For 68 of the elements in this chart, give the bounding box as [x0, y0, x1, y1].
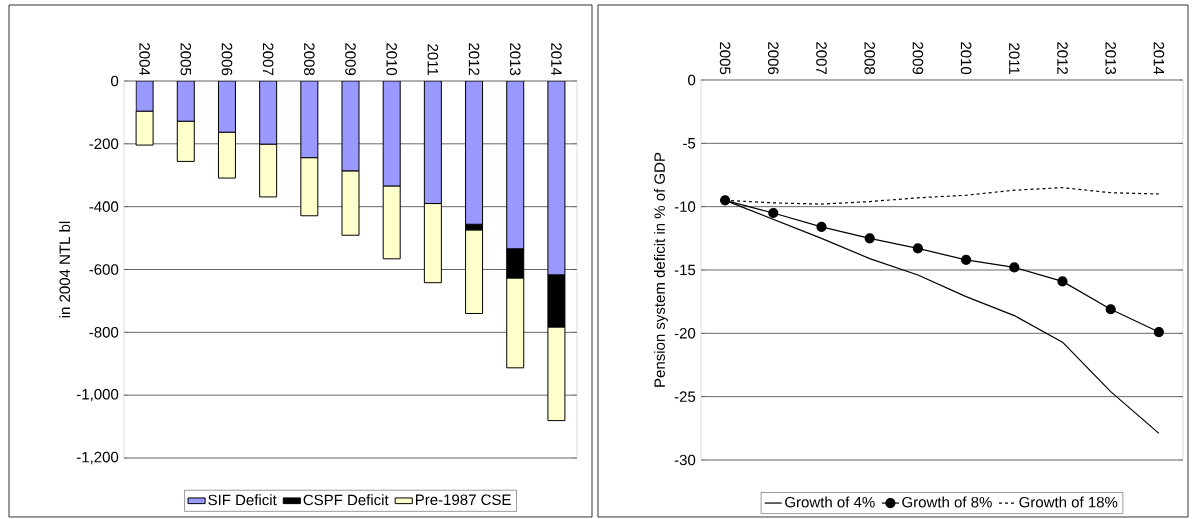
bar [217, 131, 236, 179]
bar [465, 80, 484, 225]
x-tick-label: 2007 [816, 42, 827, 75]
x-tick-label: 2010 [960, 42, 972, 75]
x-tick-label: 2011 [427, 44, 439, 76]
bar [382, 185, 401, 260]
bar [300, 80, 319, 159]
x-tick-label: 2012 [468, 43, 480, 76]
y-tick-label: 0 [111, 75, 119, 87]
x-tick-label: 2005 [180, 43, 192, 76]
y-axis-title: Pension system deficit in % of GDP [653, 152, 668, 387]
x-tick-label: 2006 [768, 42, 779, 75]
bar [423, 80, 442, 205]
legend-label: Pre-1987 CSE [415, 494, 511, 506]
y-tick-label: -10 [674, 201, 696, 212]
legend-label: Growth of 4% [785, 496, 875, 508]
bar [217, 80, 236, 133]
point [816, 221, 827, 233]
x-tick-label: 2006 [221, 43, 233, 76]
bar [382, 80, 401, 187]
x-tick-label: 2008 [304, 43, 315, 76]
x-tick-label: 2013 [1105, 42, 1116, 75]
point [768, 207, 779, 219]
legend-label: CSPF Deficit [303, 494, 389, 506]
y-tick-label: -600 [89, 264, 119, 275]
y-tick-label: -20 [674, 328, 696, 339]
y-tick-label: 0 [688, 74, 696, 86]
x-tick-label: 2014 [1153, 42, 1165, 75]
y-tick-label: -400 [89, 201, 119, 212]
x-tick-label: 2008 [864, 42, 876, 75]
x-tick-label: 2013 [509, 43, 521, 76]
x-tick-label: 2014 [551, 43, 562, 76]
y-tick-label: -30 [674, 454, 696, 466]
bar [259, 143, 278, 198]
point [961, 254, 972, 265]
y-tick-label: -1,200 [76, 451, 119, 465]
point [1105, 304, 1116, 315]
legend-label: Growth of 8% [902, 496, 992, 508]
y-tick-label: -15 [674, 264, 696, 276]
x-tick-label: 2007 [262, 43, 274, 76]
y-tick-label: -25 [674, 391, 696, 402]
point [912, 243, 923, 254]
x-tick-label: 2009 [345, 43, 356, 76]
x-tick-label: 2009 [912, 42, 924, 75]
y-tick-label: -1,000 [76, 388, 119, 402]
bar [176, 120, 195, 162]
point [720, 195, 731, 206]
x-tick-label: 2010 [386, 43, 397, 76]
bar [506, 80, 525, 250]
y-tick-label: -5 [683, 138, 696, 149]
x-tick-label: 2012 [1057, 42, 1068, 75]
bar [259, 80, 278, 145]
bar [465, 229, 484, 314]
legend-label: SIF Deficit [208, 494, 277, 506]
bar [341, 170, 360, 236]
point [1057, 276, 1068, 287]
legend-label: Growth of 18% [1019, 496, 1118, 508]
point [1153, 326, 1164, 338]
y-tick-label: -200 [89, 138, 119, 150]
x-tick-label: 2004 [139, 43, 150, 76]
y-tick-label: -800 [89, 327, 119, 338]
point [864, 233, 875, 244]
x-tick-label: 2005 [719, 42, 731, 75]
point [1009, 262, 1020, 273]
bar [300, 157, 319, 217]
x-tick-label: 2011 [1008, 43, 1020, 75]
bar [176, 80, 195, 122]
y-axis-title: in 2004 NTL bl [59, 221, 71, 318]
